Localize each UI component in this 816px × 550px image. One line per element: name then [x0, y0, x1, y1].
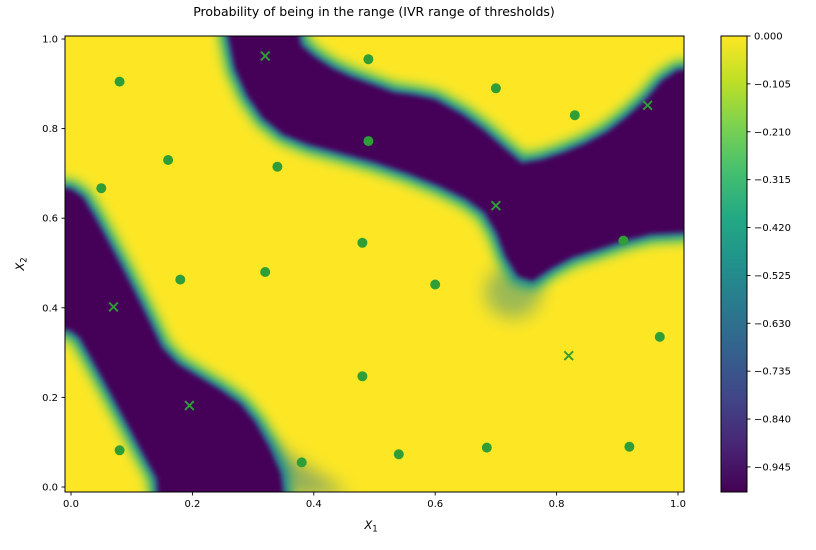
y-tick-label: 0.0 — [42, 483, 58, 494]
observation-dot — [430, 279, 441, 290]
observation-dot — [272, 161, 283, 172]
lower-left-purple-band-core — [65, 189, 283, 492]
colorbar-tick-label: −0.840 — [754, 415, 791, 426]
observation-dot — [296, 457, 307, 468]
scatter-markers — [96, 50, 665, 468]
colorbar-border — [720, 35, 748, 493]
heatmap-area — [65, 36, 684, 492]
x-tick-label: 0.2 — [184, 499, 200, 510]
observation-dot — [624, 441, 635, 452]
x-tick-label: 0.0 — [63, 499, 79, 510]
colorbar-tick-label: −0.525 — [754, 271, 791, 282]
observation-dot — [654, 331, 665, 342]
candidate-x-marker — [260, 50, 271, 62]
observation-dot — [163, 155, 174, 165]
observation-dot — [363, 136, 374, 147]
observation-dot — [393, 449, 404, 460]
colorbar-tick-label: −0.945 — [754, 462, 791, 473]
axes: 0.0 0.2 0.4 0.6 0.8 1.0 0.0 0.2 0.4 0.6 0.8 1.0 0.00… — [42, 32, 791, 511]
y-tick-label: 0.2 — [42, 393, 58, 404]
upper-purple-band-core — [229, 36, 684, 281]
y-tick-label: 0.6 — [42, 214, 58, 225]
candidate-x-marker — [642, 100, 653, 111]
x-tick-label: 0.6 — [427, 499, 443, 510]
y-axis-label: X2 — [13, 257, 30, 271]
candidate-x-marker — [184, 400, 195, 411]
observation-dot — [357, 237, 368, 248]
colorbar-tick-label: −0.105 — [754, 79, 791, 90]
colorbar-tick-label: −0.315 — [754, 175, 791, 186]
teal-drip-below-upper-band — [484, 266, 541, 319]
candidate-x-marker — [563, 350, 574, 361]
colorbar-tick-label: −0.630 — [754, 319, 791, 330]
x-tick-label: 0.8 — [549, 499, 565, 510]
candidate-x-marker — [490, 200, 501, 211]
observation-dot — [260, 267, 271, 277]
observation-dot — [357, 371, 368, 382]
colorbar-gradient — [721, 36, 747, 492]
x-tick-label: 0.4 — [306, 499, 322, 510]
observation-dot — [114, 76, 125, 87]
colorbar-tick-label: −0.210 — [754, 127, 791, 138]
y-tick-label: 0.4 — [42, 303, 58, 314]
observation-dot — [363, 54, 374, 65]
observation-dot — [481, 442, 492, 453]
observation-dot — [490, 83, 501, 94]
observation-dot — [114, 445, 125, 456]
colorbar-tick-label: −0.735 — [754, 367, 791, 378]
candidate-x-marker — [108, 301, 119, 312]
observation-dot — [96, 183, 107, 194]
observation-dot — [618, 235, 629, 246]
x-tick-label: 1.0 — [670, 499, 686, 510]
chart-title: Probability of being in the range (IVR r… — [193, 4, 555, 19]
observation-dot — [569, 110, 580, 121]
x-axis-label: X1 — [363, 518, 377, 535]
colorbar-tick-label: −0.420 — [754, 223, 791, 234]
observation-dot — [175, 274, 186, 285]
plot-border — [64, 35, 685, 493]
colorbar-tick-label: 0.000 — [754, 32, 783, 43]
y-tick-label: 0.8 — [42, 124, 58, 135]
y-tick-label: 1.0 — [42, 35, 58, 46]
